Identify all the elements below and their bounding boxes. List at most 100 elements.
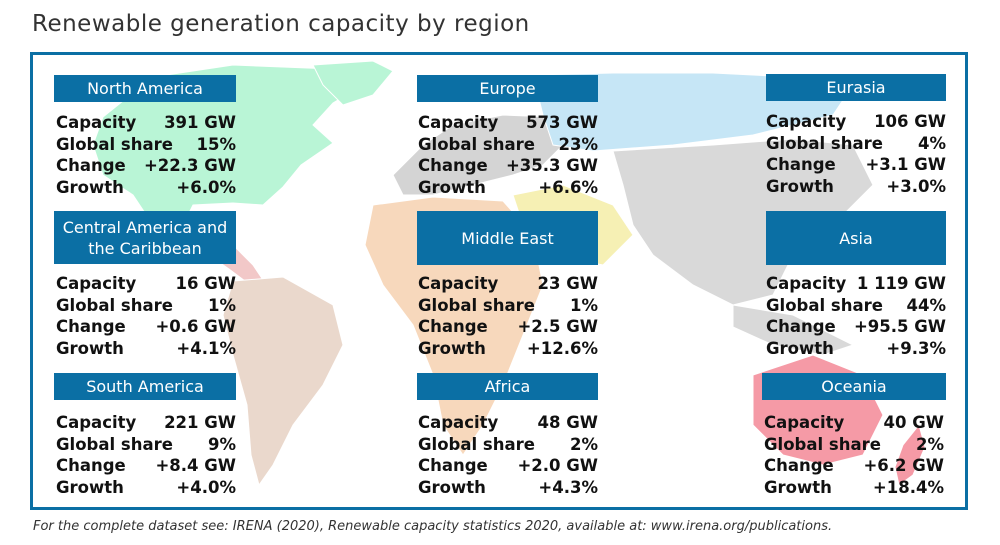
- stat-row-change: Change +0.6 GW: [56, 316, 236, 338]
- stat-row-growth: Growth +4.0%: [56, 477, 236, 499]
- region-header-north-america: North America: [54, 75, 236, 102]
- stat-row-capacity: Capacity 573 GW: [418, 112, 598, 134]
- stat-row-growth: Growth +12.6%: [418, 338, 598, 360]
- stat-label-change: Change: [418, 156, 488, 176]
- stat-value-growth: +3.0%: [886, 176, 946, 196]
- region-header-eurasia: Eurasia: [766, 74, 946, 101]
- page-title: Renewable generation capacity by region: [32, 11, 530, 37]
- stat-label-share: Global share: [418, 134, 535, 154]
- stat-value-capacity: 221 GW: [164, 413, 236, 432]
- stat-row-growth: Growth +4.3%: [418, 477, 598, 499]
- region-header-oceania: Oceania: [762, 373, 946, 400]
- region-header-europe: Europe: [417, 75, 598, 102]
- stat-row-capacity: Capacity 48 GW: [418, 412, 598, 434]
- stat-row-share: Global share 2%: [418, 434, 598, 456]
- stat-row-growth: Growth +6.0%: [56, 177, 236, 199]
- stat-label-capacity: Capacity: [418, 113, 499, 132]
- greenland-shape: [312, 60, 394, 106]
- stat-row-capacity: Capacity 23 GW: [418, 273, 598, 295]
- stat-row-share: Global share 1%: [56, 295, 236, 317]
- footnote: For the complete dataset see: IRENA (202…: [33, 519, 833, 534]
- stat-value-growth: +4.1%: [176, 338, 236, 358]
- stat-row-change: Change +3.1 GW: [766, 154, 946, 176]
- stat-value-capacity: 40 GW: [883, 413, 944, 432]
- stat-label-change: Change: [766, 155, 836, 175]
- stat-row-change: Change +6.2 GW: [764, 455, 944, 477]
- stat-value-capacity: 16 GW: [175, 274, 236, 293]
- stat-label-capacity: Capacity: [418, 413, 499, 432]
- stat-value-change: +8.4 GW: [155, 456, 236, 476]
- stat-label-capacity: Capacity: [418, 274, 499, 293]
- south-america-shape: [222, 276, 344, 487]
- region-stats-africa: Capacity 48 GW Global share 2% Change +2.0 GW…: [418, 412, 598, 498]
- stat-label-share: Global share: [418, 434, 535, 454]
- stat-label-share: Global share: [56, 134, 173, 154]
- stat-row-share: Global share 4%: [766, 133, 946, 155]
- stat-row-share: Global share 23%: [418, 134, 598, 156]
- stat-row-share: Global share 9%: [56, 434, 236, 456]
- stat-row-growth: Growth +18.4%: [764, 477, 944, 499]
- stat-label-share: Global share: [56, 295, 173, 315]
- stat-row-growth: Growth +6.6%: [418, 177, 598, 199]
- stat-value-capacity: 1 119 GW: [856, 274, 946, 293]
- region-header-asia: Asia: [766, 211, 946, 265]
- stat-value-change: +6.2 GW: [863, 456, 944, 476]
- stat-label-share: Global share: [56, 434, 173, 454]
- region-stats-south-america: Capacity 221 GW Global share 9% Change +8.4 G…: [56, 412, 236, 498]
- stat-value-growth: +18.4%: [872, 477, 944, 497]
- region-stats-europe: Capacity 573 GW Global share 23% Change +35.3…: [418, 112, 598, 198]
- region-stats-central-america-and-the-caribbean: Capacity 16 GW Global share 1% Change +0.6 GW…: [56, 273, 236, 359]
- stat-value-change: +2.5 GW: [517, 317, 598, 337]
- stat-value-share: 2%: [569, 434, 598, 454]
- stat-label-growth: Growth: [56, 338, 124, 358]
- stat-label-capacity: Capacity: [764, 413, 845, 432]
- region-header-middle-east: Middle East: [417, 211, 598, 265]
- stat-row-change: Change +95.5 GW: [766, 316, 946, 338]
- stat-row-capacity: Capacity 106 GW: [766, 111, 946, 133]
- stat-value-growth: +4.3%: [538, 477, 598, 497]
- stat-row-share: Global share 2%: [764, 434, 944, 456]
- stat-label-capacity: Capacity: [766, 274, 847, 293]
- stat-row-growth: Growth +9.3%: [766, 338, 946, 360]
- stat-label-change: Change: [766, 317, 836, 337]
- stat-label-change: Change: [764, 456, 834, 476]
- stat-value-share: 9%: [207, 434, 236, 454]
- region-stats-north-america: Capacity 391 GW Global share 15% Change +22.3…: [56, 112, 236, 198]
- stat-label-change: Change: [418, 456, 488, 476]
- stat-row-change: Change +2.5 GW: [418, 316, 598, 338]
- stat-value-change: +2.0 GW: [517, 456, 598, 476]
- stat-row-change: Change +2.0 GW: [418, 455, 598, 477]
- stat-value-share: 4%: [917, 133, 946, 153]
- stat-value-growth: +6.0%: [176, 177, 236, 197]
- stat-row-share: Global share 15%: [56, 134, 236, 156]
- stat-label-growth: Growth: [418, 477, 486, 497]
- stat-value-share: 1%: [569, 295, 598, 315]
- stat-value-capacity: 48 GW: [537, 413, 598, 432]
- stat-row-capacity: Capacity 1 119 GW: [766, 273, 946, 295]
- stat-label-growth: Growth: [56, 477, 124, 497]
- stat-row-capacity: Capacity 40 GW: [764, 412, 944, 434]
- stat-value-share: 2%: [915, 434, 944, 454]
- stat-value-change: +95.5 GW: [853, 317, 946, 337]
- stat-label-share: Global share: [766, 133, 883, 153]
- stat-value-change: +3.1 GW: [865, 155, 946, 175]
- stat-label-share: Global share: [764, 434, 881, 454]
- stat-label-share: Global share: [766, 295, 883, 315]
- stat-label-growth: Growth: [56, 177, 124, 197]
- stat-row-capacity: Capacity 221 GW: [56, 412, 236, 434]
- stat-label-share: Global share: [418, 295, 535, 315]
- southeast-asia-shape: [732, 304, 855, 356]
- stat-row-capacity: Capacity 391 GW: [56, 112, 236, 134]
- stat-label-growth: Growth: [418, 338, 486, 358]
- europe-shape: [392, 114, 564, 196]
- new-zealand-shape: [894, 423, 926, 486]
- stat-value-share: 1%: [207, 295, 236, 315]
- stat-label-change: Change: [56, 317, 126, 337]
- stat-row-share: Global share 1%: [418, 295, 598, 317]
- stat-value-change: +0.6 GW: [155, 317, 236, 337]
- stat-label-capacity: Capacity: [56, 113, 137, 132]
- region-header-africa: Africa: [417, 373, 598, 400]
- region-stats-eurasia: Capacity 106 GW Global share 4% Change +3.1 G…: [766, 111, 946, 197]
- stat-row-growth: Growth +4.1%: [56, 338, 236, 360]
- stat-value-capacity: 573 GW: [526, 113, 598, 132]
